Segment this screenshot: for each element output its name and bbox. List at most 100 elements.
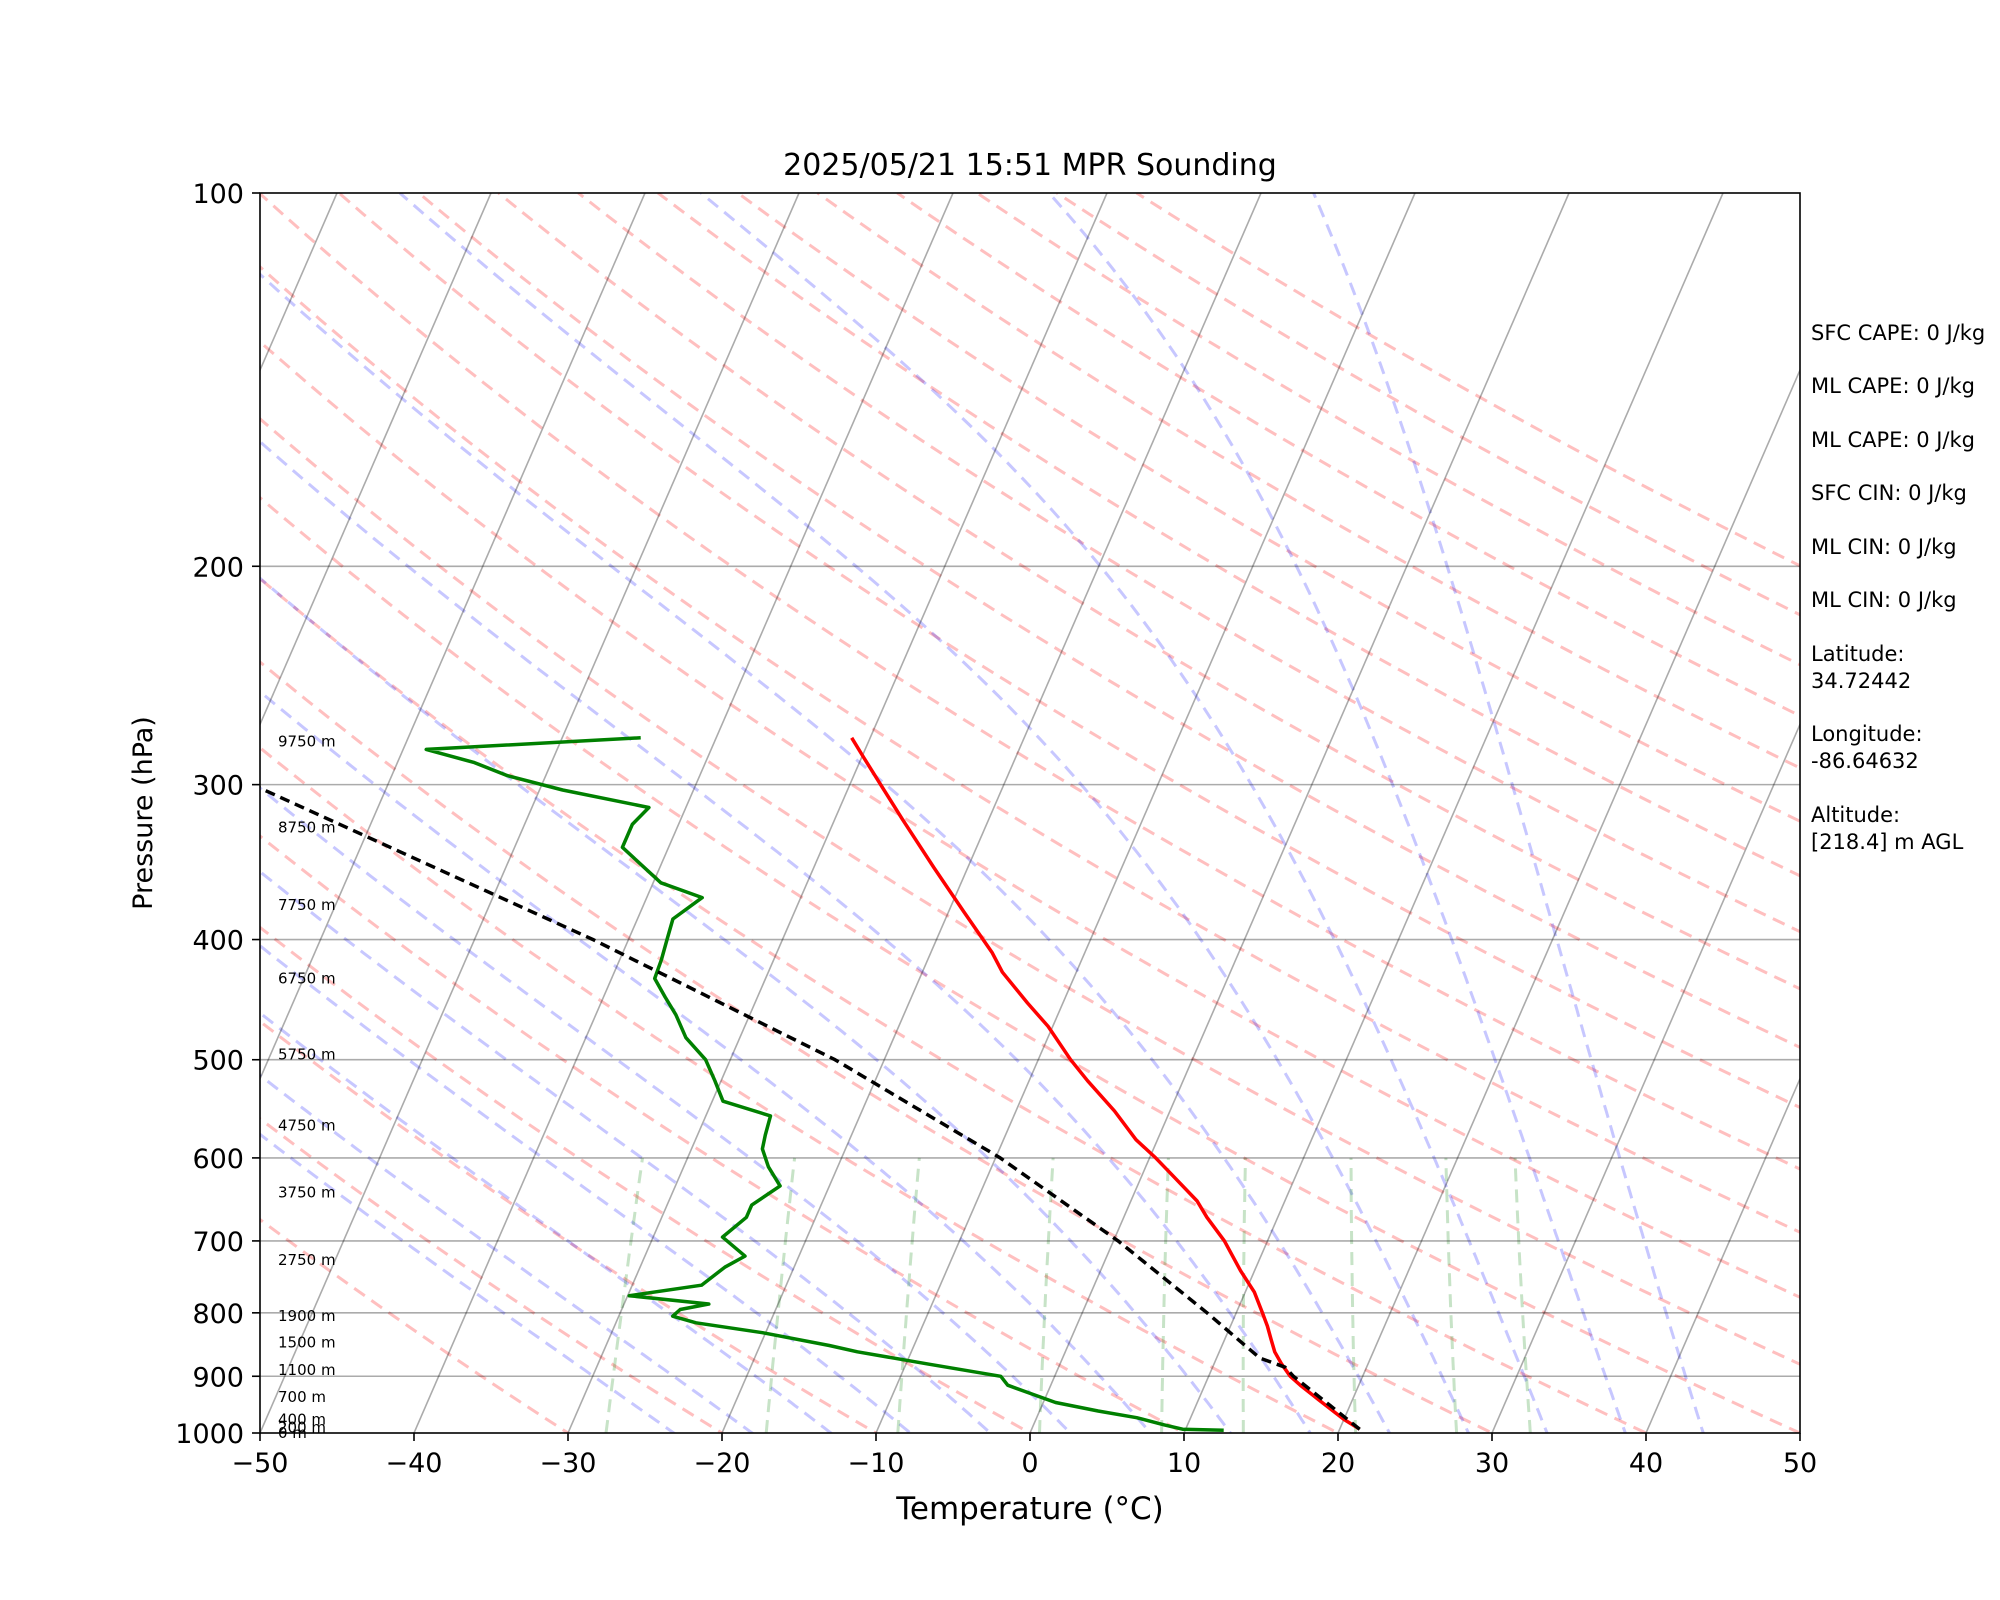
moist-adiabat (700, 193, 1549, 1433)
dry-adiabat (260, 576, 1650, 1433)
parcel-profile-trace (260, 786, 1361, 1431)
longitude-label: Longitude: (1811, 722, 1923, 746)
moist-adiabat (1047, 193, 1627, 1433)
isotherm (567, 193, 1108, 1433)
ml-cin-text-1: ML CIN: 0 J/kg (1811, 535, 1957, 559)
dry-adiabat (260, 416, 1800, 1366)
y-tick-label: 800 (192, 1299, 244, 1330)
moist-adiabat (260, 786, 1073, 1433)
height-label: 400 m (278, 1410, 326, 1428)
dry-adiabat (260, 660, 1496, 1433)
x-tick-label: −20 (694, 1448, 751, 1479)
isotherm (0, 193, 29, 1459)
dry-adiabat (338, 193, 1800, 1110)
height-label: 8750 m (278, 819, 336, 837)
y-tick-label: 400 (192, 926, 244, 957)
sfc-cape-text: SFC CAPE: 0 J/kg (1811, 321, 1985, 345)
dry-adiabat (260, 1116, 725, 1433)
isotherm (260, 193, 800, 1433)
y-axis-label: Pressure (hPa) (128, 716, 159, 910)
dry-adiabat (657, 193, 1800, 878)
height-label: 6750 m (278, 970, 336, 988)
mixing-ratio-line (1444, 1157, 1459, 1433)
isotherm (1337, 368, 1800, 1433)
isotherm (1029, 193, 1570, 1433)
chart-title: 2025/05/21 15:51 MPR Sounding (783, 148, 1277, 183)
dry-adiabat (260, 834, 1188, 1433)
x-tick-label: 50 (1783, 1448, 1817, 1479)
moist-adiabats (260, 193, 1705, 1433)
y-tick-label: 500 (192, 1046, 244, 1077)
height-label: 1500 m (278, 1333, 336, 1351)
dry-adiabat (260, 495, 1800, 1433)
moist-adiabat (260, 1011, 834, 1433)
isotherm (721, 193, 1262, 1433)
height-label: 4750 m (278, 1117, 336, 1135)
height-label: 700 m (278, 1388, 326, 1406)
y-tick-label: 600 (192, 1144, 244, 1175)
isotherm (875, 193, 1416, 1433)
moist-adiabat (260, 439, 1312, 1433)
mixing-ratio-lines (604, 1157, 1532, 1433)
height-label: 7750 m (278, 896, 336, 914)
x-tick-label: 40 (1629, 1448, 1663, 1479)
x-tick-label: −30 (540, 1448, 597, 1479)
moist-adiabat (260, 689, 1153, 1433)
x-axis-label: Temperature (°C) (895, 1491, 1164, 1527)
y-tick-label: 900 (192, 1362, 244, 1393)
mixing-ratio-line (1241, 1157, 1247, 1433)
dry-adiabat (497, 193, 1800, 991)
height-label: 5750 m (278, 1045, 336, 1063)
x-tick-label: 20 (1321, 1448, 1355, 1479)
altitude-label: Altitude: (1811, 803, 1900, 827)
latitude-label: Latitude: (1811, 642, 1905, 666)
x-axis-ticks: −50 −40 −30 −20 −10 0 10 20 30 40 50 (232, 1433, 1817, 1479)
height-label: 9750 m (278, 733, 336, 751)
isotherm (1491, 722, 1800, 1433)
y-tick-label: 1000 (175, 1419, 244, 1450)
dry-adiabat (736, 193, 1800, 823)
mixing-ratio-line (1349, 1157, 1358, 1433)
dry-adiabat (260, 745, 1342, 1433)
mixing-ratio-line (604, 1157, 644, 1433)
sounding-traces (260, 736, 1361, 1433)
mixing-ratio-line (1038, 1157, 1055, 1433)
dewpoint-trace (424, 736, 1224, 1433)
longitude-value: -86.64632 (1811, 749, 1919, 773)
mixing-ratio-line (1160, 1157, 1170, 1433)
moist-adiabat (260, 869, 993, 1433)
isotherm (1645, 1076, 1800, 1433)
dry-adiabat (260, 1019, 879, 1433)
x-tick-label: 10 (1167, 1448, 1201, 1479)
moist-adiabat (260, 1132, 677, 1433)
ml-cape-text-2: ML CAPE: 0 J/kg (1811, 428, 1975, 452)
moist-adiabat (260, 272, 1392, 1433)
mixing-ratio-line (896, 1157, 921, 1433)
sfc-cin-text: SFC CIN: 0 J/kg (1811, 481, 1967, 505)
isotherm (413, 193, 954, 1433)
skewed-isotherms (0, 193, 1800, 1459)
dry-adiabat (260, 264, 1800, 1234)
x-tick-label: −40 (386, 1448, 443, 1479)
x-tick-label: −10 (848, 1448, 905, 1479)
mixing-ratio-line (764, 1157, 797, 1433)
altitude-value: [218.4] m AGL (1811, 830, 1964, 854)
isotherm (260, 193, 646, 1081)
y-tick-label: 200 (192, 552, 244, 583)
height-label: 2750 m (278, 1251, 336, 1269)
isobar-gridlines (260, 565, 1800, 1378)
height-label: 1100 m (278, 1361, 336, 1379)
moist-adiabat (398, 193, 1471, 1433)
y-tick-label: 700 (192, 1227, 244, 1258)
x-tick-label: 30 (1475, 1448, 1509, 1479)
ml-cin-text-2: ML CIN: 0 J/kg (1811, 588, 1957, 612)
height-label: 1900 m (278, 1307, 336, 1325)
moist-adiabat (260, 1073, 755, 1433)
ml-cape-text-1: ML CAPE: 0 J/kg (1811, 374, 1975, 398)
dry-adiabats (260, 193, 1800, 1433)
x-tick-label: 0 (1021, 1448, 1038, 1479)
isotherm (260, 193, 492, 727)
moist-adiabat (1312, 193, 1705, 1433)
dry-adiabat (417, 193, 1800, 1050)
dry-adiabat (260, 339, 1800, 1299)
